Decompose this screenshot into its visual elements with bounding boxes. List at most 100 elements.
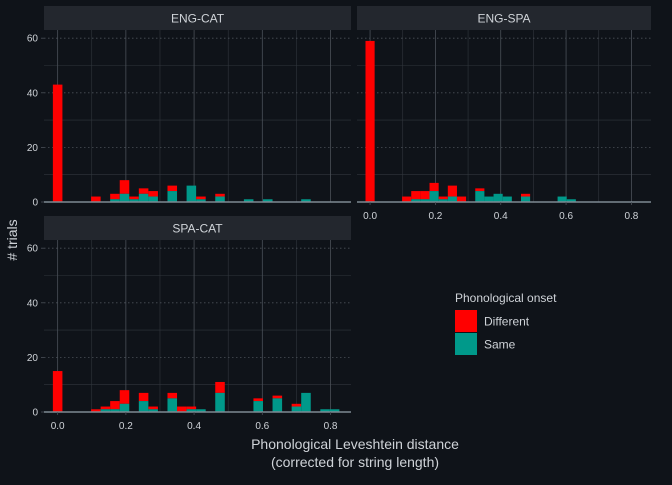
facet-title: ENG-SPA — [477, 12, 530, 26]
facet-strip — [44, 6, 351, 30]
y-tick-label: 60 — [27, 244, 39, 255]
facet-panel-eng-spa: ENG-SPA 0.0 0.2 0.4 0.6 0.8 — [357, 6, 651, 222]
y-tick-label: 40 — [27, 298, 39, 309]
x-tick-label: 0.8 — [324, 421, 338, 432]
bar-different — [291, 403, 302, 407]
bar-different — [215, 381, 225, 393]
y-tick-label: 20 — [27, 143, 39, 154]
bar-same — [148, 409, 158, 412]
bar-different — [119, 390, 130, 404]
bar-same — [301, 392, 311, 412]
x-tick-label: 0.6 — [255, 421, 269, 432]
legend: Phonological onset Different Same — [455, 291, 557, 355]
bar-different — [52, 84, 63, 202]
bar-different — [148, 406, 158, 410]
bar-same — [253, 401, 263, 412]
bar-same — [272, 398, 283, 412]
bar-different — [429, 182, 439, 192]
y-tick-label: 40 — [27, 88, 39, 99]
bar-same — [493, 193, 503, 202]
bar-different — [119, 180, 130, 194]
bar-different — [456, 196, 467, 202]
legend-title: Phonological onset — [455, 291, 557, 305]
facet-title: SPA-CAT — [172, 222, 223, 236]
bar-same — [291, 406, 302, 412]
bar-same — [429, 191, 439, 202]
x-tick-label: 0.6 — [559, 211, 573, 222]
bar-different — [272, 395, 283, 399]
bar-different — [447, 185, 457, 197]
bar-same — [186, 185, 197, 202]
bar-same — [243, 199, 254, 202]
bar-same — [520, 196, 531, 202]
x-tick-label: 0.4 — [494, 211, 508, 222]
bar-same — [484, 196, 494, 202]
bar-same — [196, 409, 206, 412]
legend-swatch-same — [455, 333, 477, 355]
bar-different — [110, 193, 120, 200]
bar-different — [138, 392, 149, 402]
bar-same — [320, 409, 330, 412]
bar-same — [110, 199, 120, 202]
bar-same — [138, 401, 149, 412]
bar-different — [148, 191, 158, 197]
x-tick-label: 0.0 — [51, 421, 65, 432]
bar-same — [196, 199, 206, 202]
y-tick-label: 0 — [32, 198, 38, 209]
bar-different — [167, 185, 178, 192]
bar-same — [129, 199, 139, 202]
bar-different — [167, 392, 178, 399]
bar-same — [186, 409, 197, 412]
bar-same — [502, 196, 512, 202]
bar-different — [177, 406, 187, 412]
bar-same — [148, 196, 158, 202]
bar-same — [119, 403, 130, 412]
y-axis-title: # trials — [4, 219, 20, 260]
facet-title: ENG-CAT — [171, 12, 225, 26]
y-tick-label: 60 — [27, 34, 39, 45]
bar-different — [52, 371, 63, 412]
bar-same — [557, 196, 567, 202]
bar-different — [420, 191, 430, 200]
bar-different — [520, 193, 531, 197]
x-axis-title-line1: Phonological Leveshtein distance — [251, 436, 459, 452]
bar-same — [262, 199, 273, 202]
bar-different — [215, 193, 225, 197]
bar-different — [138, 188, 149, 194]
bar-same — [329, 409, 340, 412]
bar-different — [365, 40, 375, 202]
bar-different — [110, 401, 120, 410]
bar-same — [215, 392, 225, 412]
bar-same — [475, 191, 485, 202]
bar-same — [447, 196, 457, 202]
bar-same — [119, 193, 130, 202]
legend-label: Different — [484, 315, 530, 329]
bar-different — [186, 406, 197, 410]
bar-different — [100, 406, 111, 410]
bar-different — [91, 196, 101, 202]
x-tick-label: 0.4 — [187, 421, 201, 432]
bar-different — [438, 196, 448, 200]
bar-different — [253, 398, 263, 402]
facet-panel-spa-cat: SPA-CAT 0 20 40 60 0.0 0.2 0.4 0.6 0.8 — [27, 216, 351, 432]
bar-same — [167, 191, 178, 202]
legend-label: Same — [484, 338, 516, 352]
bar-different — [402, 196, 412, 202]
x-tick-label: 0.2 — [428, 211, 442, 222]
x-tick-label: 0.0 — [363, 211, 377, 222]
legend-swatch-different — [455, 310, 477, 332]
x-tick-label: 0.8 — [624, 211, 638, 222]
facet-strip — [44, 216, 351, 240]
y-tick-label: 0 — [32, 408, 38, 419]
y-tick-label: 20 — [27, 353, 39, 364]
bar-same — [411, 199, 421, 202]
bar-same — [420, 199, 430, 202]
bar-different — [196, 196, 206, 200]
bar-same — [215, 196, 225, 202]
bar-same — [100, 409, 111, 412]
bar-same — [138, 193, 149, 202]
facet-strip — [357, 6, 651, 30]
bar-same — [438, 199, 448, 202]
